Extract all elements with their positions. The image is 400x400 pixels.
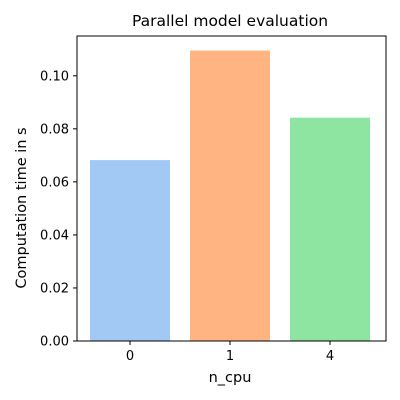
x-tick-label: 4 — [326, 349, 334, 364]
y-tick-label: 0.00 — [40, 335, 69, 350]
plot-frame — [76, 35, 387, 342]
y-tick-label: 0.02 — [40, 281, 69, 296]
bar-0 — [90, 160, 170, 341]
y-tick-label: 0.10 — [40, 69, 69, 84]
bar-4 — [290, 117, 370, 342]
x-tick-label: 1 — [226, 349, 234, 364]
bars-group — [90, 50, 370, 342]
x-axis: 0 1 4 — [126, 341, 334, 364]
y-axis-label: Computation time in s — [14, 127, 30, 288]
y-tick-label: 0.04 — [40, 228, 69, 243]
bar-1 — [190, 50, 270, 342]
x-axis-label: n_cpu — [209, 370, 252, 386]
y-tick-label: 0.08 — [40, 122, 69, 137]
y-axis: 0.00 0.02 0.04 0.06 0.08 0.10 — [40, 69, 77, 350]
y-tick-label: 0.06 — [40, 175, 69, 190]
x-tick-label: 0 — [126, 349, 134, 364]
chart-title: Parallel model evaluation — [132, 12, 328, 30]
